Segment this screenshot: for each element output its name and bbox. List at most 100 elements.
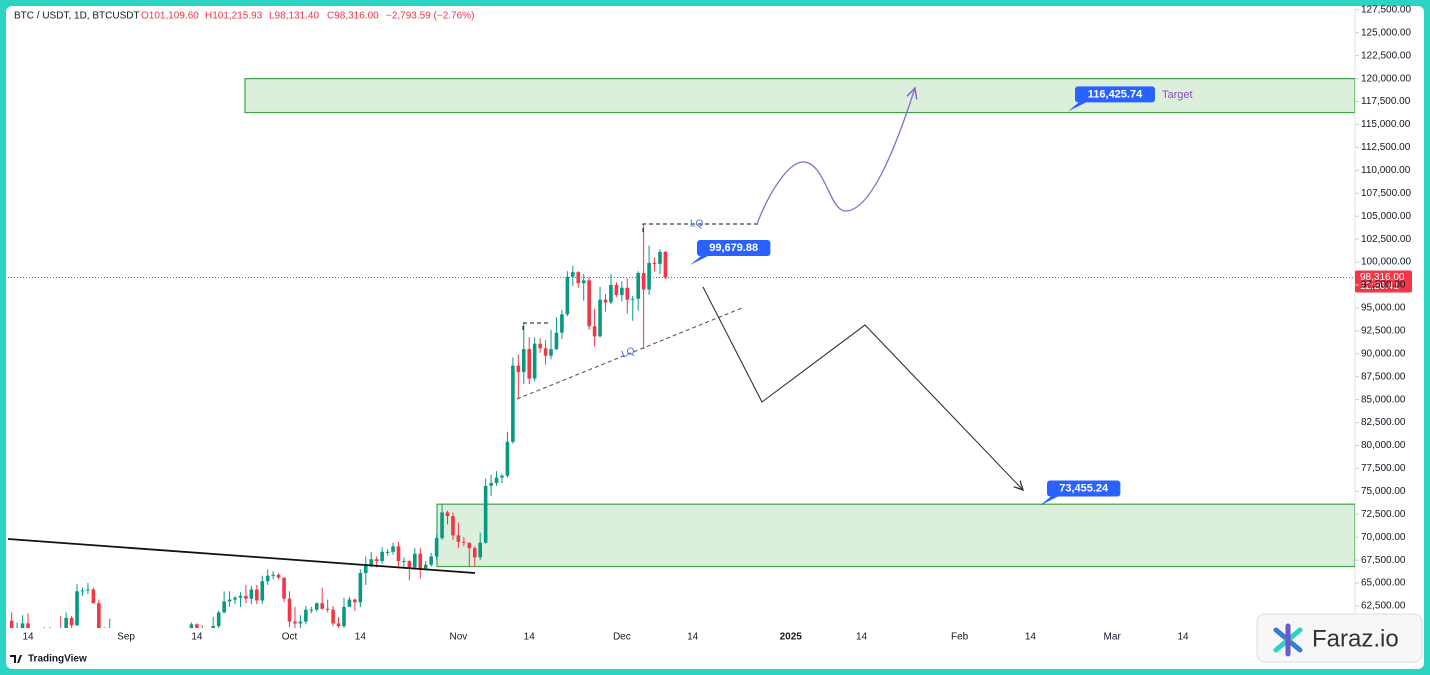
y-tick-label: 72,500.00	[1361, 509, 1406, 520]
candle-body	[609, 284, 613, 303]
candle-body	[658, 251, 662, 264]
current-price-label: 98,316.00	[1360, 272, 1405, 283]
candle-body	[413, 553, 417, 568]
y-tick-label: 125,000.00	[1361, 27, 1411, 38]
callout-pointer	[690, 254, 710, 265]
candle-body	[603, 299, 608, 303]
candle-body	[260, 581, 265, 601]
trendline	[7, 538, 476, 574]
candle-body	[402, 561, 406, 563]
y-tick-label: 77,500.00	[1361, 463, 1406, 474]
candle-body	[75, 591, 79, 626]
candle-body	[641, 273, 646, 290]
candle-body	[298, 621, 303, 624]
candle-body	[423, 564, 428, 569]
x-tick-label: 14	[1025, 632, 1037, 643]
candle-body	[554, 332, 559, 350]
candle-body	[363, 564, 368, 573]
candle-body	[195, 624, 199, 628]
y-tick-label: 112,500.00	[1361, 142, 1411, 153]
header-low: L98,131.40	[269, 11, 319, 22]
candle-body	[227, 599, 232, 602]
y-tick-label: 92,500.00	[1361, 325, 1406, 336]
y-tick-label: 87,500.00	[1361, 371, 1406, 382]
liquidity-line	[516, 307, 743, 400]
x-tick-label: 14	[856, 632, 868, 643]
candle-body	[320, 603, 324, 609]
callout-box	[697, 239, 771, 256]
candle-body	[560, 314, 564, 333]
candle-body	[489, 483, 493, 486]
candle-body	[69, 617, 74, 626]
candle-body	[331, 609, 335, 624]
y-tick-label: 82,500.00	[1361, 417, 1406, 428]
header-change: −2,793.59 (−2.76%)	[386, 11, 474, 22]
chart-background	[6, 6, 1424, 669]
candle-body	[532, 343, 537, 379]
candle-body	[369, 559, 374, 565]
candle-body	[500, 475, 504, 478]
candle-body	[26, 623, 30, 628]
callout-label: 73,455.24	[1059, 482, 1109, 494]
bullish-path	[756, 88, 915, 225]
y-tick-label: 75,000.00	[1361, 486, 1406, 497]
candle-body	[211, 626, 216, 628]
countdown: 12:26:41	[1360, 281, 1399, 292]
watermark: Faraz.io	[1256, 613, 1423, 663]
x-tick-label: Dec	[613, 632, 631, 643]
y-tick-label: 122,500.00	[1361, 50, 1411, 61]
candle-body	[244, 595, 248, 599]
candle-body	[630, 298, 635, 300]
candle-body	[97, 603, 101, 628]
candle-body	[462, 541, 466, 543]
candle-body	[434, 538, 439, 557]
candle-body	[249, 589, 254, 599]
y-tick-label: 85,000.00	[1361, 394, 1406, 405]
candle-body	[86, 589, 90, 591]
axes: 62,500.00 65,000.00 67,500.00 70,000.00 72,5…	[22, 4, 1411, 642]
y-tick-label: 120,000.00	[1361, 73, 1411, 84]
candle-body	[620, 287, 624, 296]
x-tick-label: Nov	[450, 632, 468, 643]
candle-body	[614, 284, 619, 296]
candle-body	[521, 349, 526, 373]
x-tick-label: 14	[687, 632, 699, 643]
candle-body	[304, 609, 308, 622]
candle-body	[407, 561, 412, 568]
x-tick-label: 14	[22, 632, 34, 643]
y-tick-label: 102,500.00	[1361, 234, 1411, 245]
x-tick-label: Oct	[282, 632, 298, 643]
bearish-path	[702, 286, 1023, 490]
candle-body	[20, 623, 25, 628]
candle-body	[293, 621, 297, 624]
x-tick-label: 14	[1177, 632, 1189, 643]
header-symbol: BTC / USDT, 1D, BTCUSDT	[14, 11, 140, 22]
candle-body	[647, 262, 651, 290]
candle-body	[255, 589, 259, 601]
candle-body	[516, 365, 521, 373]
candle-body	[549, 349, 553, 356]
x-tick-label: Feb	[951, 632, 969, 643]
candle-body	[652, 262, 657, 264]
candle-body	[9, 620, 14, 628]
candle-body	[483, 485, 488, 543]
y-tick-label: 90,000.00	[1361, 348, 1406, 359]
y-tick-label: 65,000.00	[1361, 578, 1406, 589]
y-tick-label: 67,500.00	[1361, 555, 1406, 566]
callout-label: 99,679.88	[709, 242, 758, 254]
x-tick-label: 14	[355, 632, 367, 643]
target-label: Target	[1162, 89, 1193, 101]
liquidity-bracket	[522, 322, 548, 330]
candle-body	[309, 609, 314, 611]
candle-body	[325, 608, 330, 610]
candle-body	[543, 348, 548, 356]
x-tick-label: 2025	[780, 632, 803, 643]
y-tick-label: 100,000.00	[1361, 257, 1411, 268]
y-tick-label: 107,500.00	[1361, 188, 1411, 199]
price-callout: 99,679.88	[690, 239, 771, 265]
candle-body	[353, 599, 357, 603]
candle-body	[391, 546, 395, 552]
current-price-box	[1355, 270, 1412, 293]
